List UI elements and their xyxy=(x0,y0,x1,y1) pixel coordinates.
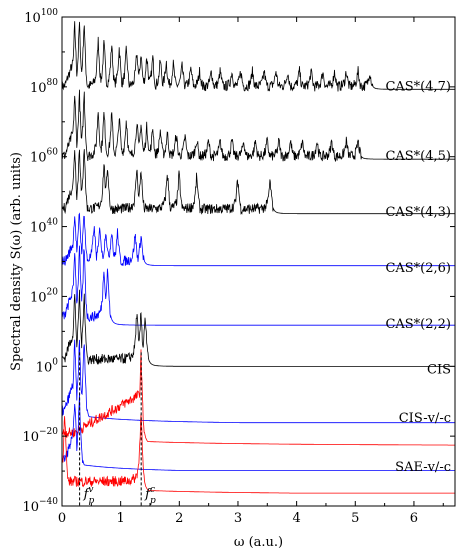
series-line-sae-v-c-9 xyxy=(62,414,455,494)
y-tick-label-5: 1060 xyxy=(30,148,58,166)
x-tick-label-2: 2 xyxy=(175,511,183,526)
series-label-6: CIS-v/-c xyxy=(399,411,451,426)
y-tick-label-3: 1020 xyxy=(30,287,58,305)
series-label-1: CAS*(4,5) xyxy=(385,149,451,164)
series-label-0: CAS*(4,7) xyxy=(385,79,451,94)
x-tick-label-1: 1 xyxy=(117,511,125,526)
x-tick-label-0: 0 xyxy=(58,511,66,526)
y-tick-label-1: 10−20 xyxy=(22,427,58,445)
x-tick-label-4: 4 xyxy=(292,511,300,526)
y-tick-label-6: 1080 xyxy=(30,78,58,96)
series-line-cas-2-6--3 xyxy=(62,212,455,267)
annotation-label-1: fc p xyxy=(144,485,156,506)
y-tick-label-0: 10−40 xyxy=(22,497,58,515)
series-line-cas-4-5--1 xyxy=(62,89,455,162)
series-line-cas-4-7--0 xyxy=(62,21,455,92)
y-tick-label-7: 10100 xyxy=(24,8,58,26)
x-tick-label-3: 3 xyxy=(234,511,242,526)
plot-area xyxy=(62,21,455,494)
series-line-cis-v-c-7 xyxy=(62,349,455,446)
series-line-cas-2-2--4 xyxy=(62,245,455,326)
series-label-5: CIS xyxy=(427,362,451,377)
series-line-cis-5 xyxy=(62,289,455,367)
y-tick-label-2: 100 xyxy=(36,357,59,375)
x-axis-label: ω (a.u.) xyxy=(234,535,283,550)
series-line-cas-4-3--2 xyxy=(62,149,455,215)
series-label-2: CAS*(4,3) xyxy=(385,205,451,220)
x-tick-label-6: 6 xyxy=(410,511,418,526)
series-line-cis-v-c-6 xyxy=(62,339,455,424)
y-tick-label-4: 1040 xyxy=(30,218,58,236)
x-tick-label-5: 5 xyxy=(351,511,359,526)
series-line-sae-v-c-8 xyxy=(62,393,455,471)
y-axis-label: Spectral density S(ω) (arb. units) xyxy=(9,152,24,371)
annotation-label-0: fv p xyxy=(83,485,95,506)
series-label-3: CAS*(2,6) xyxy=(385,261,451,276)
series-label-8: SAE-v/-c xyxy=(395,460,451,475)
series-label-4: CAS*(2,2) xyxy=(385,317,451,332)
